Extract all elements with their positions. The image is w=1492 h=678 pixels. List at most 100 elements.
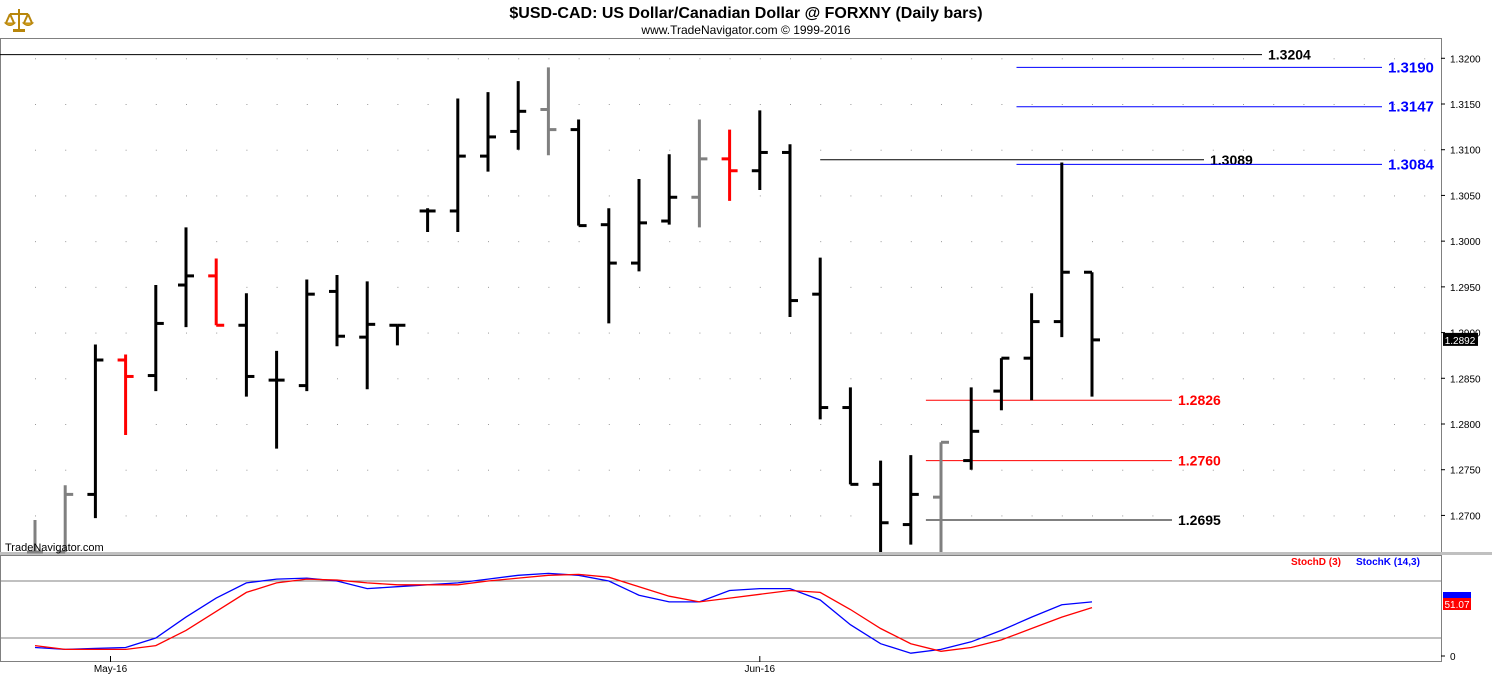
- ohlc-bar: [87, 344, 104, 519]
- grid-dot: [306, 58, 308, 60]
- grid-dot: [427, 378, 429, 380]
- chart-subtitle: www.TradeNavigator.com © 1999-2016: [640, 23, 850, 37]
- grid-dot: [488, 286, 489, 288]
- ohlc-bar: [27, 520, 43, 554]
- stoch-y-tick-0: 0: [1450, 652, 1456, 663]
- grid-dot: [457, 515, 459, 517]
- grid-dot: [669, 286, 671, 288]
- grid-dot: [850, 149, 852, 151]
- grid-dot: [790, 424, 791, 425]
- grid-dot: [155, 424, 157, 425]
- ohlc-bar: [117, 354, 134, 435]
- y-tick-label: 1.2950: [1450, 283, 1481, 294]
- grid-dot: [246, 286, 248, 288]
- grid-dot: [397, 104, 399, 105]
- grid-dot: [1001, 286, 1003, 288]
- grid-dot: [850, 195, 852, 197]
- price-y-axis: 1.32001.31501.31001.30501.30001.29501.29…: [1441, 54, 1481, 522]
- grid-dot: [35, 378, 36, 380]
- grid-dot: [1424, 424, 1426, 425]
- grid-dot: [276, 515, 278, 517]
- grid-dot: [971, 58, 973, 60]
- grid-dot: [608, 469, 610, 471]
- grid-dot: [1182, 515, 1184, 517]
- grid-dot: [759, 424, 761, 425]
- grid-dot: [1363, 332, 1365, 334]
- ohlc-bar: [993, 356, 1010, 411]
- level-label: 1.3190: [1388, 59, 1434, 76]
- grid-dot: [246, 149, 248, 151]
- grid-dot: [941, 332, 942, 334]
- grid-dot: [1001, 195, 1003, 197]
- grid-dot: [850, 58, 852, 60]
- grid-dot: [910, 241, 912, 243]
- grid-dot: [1001, 424, 1003, 425]
- grid-dot: [880, 424, 882, 425]
- ohlc-bar: [359, 281, 376, 390]
- ohlc-bar: [600, 208, 617, 324]
- x-tick-label: May-16: [94, 664, 128, 675]
- grid-dot: [850, 104, 852, 105]
- grid-dot: [1394, 378, 1395, 380]
- grid-dot: [971, 332, 973, 334]
- grid-dot: [699, 286, 701, 288]
- grid-dot: [216, 469, 218, 471]
- grid-dot: [1152, 515, 1154, 517]
- grid-dot: [639, 149, 640, 151]
- grid-dot: [35, 195, 36, 197]
- grid-dot: [488, 241, 489, 243]
- grid-dot: [306, 469, 308, 471]
- grid-dot: [790, 515, 791, 517]
- grid-dot: [427, 515, 429, 517]
- grid-dot: [125, 195, 127, 197]
- ohlc-bar: [1023, 293, 1040, 401]
- ohlc-bar: [178, 227, 194, 328]
- grid-dot: [1212, 424, 1214, 425]
- grid-dot: [397, 241, 399, 243]
- grid-dot: [941, 104, 942, 105]
- grid-dot: [880, 241, 882, 243]
- grid-dot: [1273, 469, 1275, 471]
- grid-dot: [186, 515, 187, 517]
- grid-dot: [578, 241, 580, 243]
- grid-dot: [397, 58, 399, 60]
- grid-dot: [337, 241, 338, 243]
- grid-dot: [850, 286, 852, 288]
- grid-dot: [1152, 104, 1154, 105]
- grid-dot: [276, 286, 278, 288]
- grid-dot: [216, 424, 218, 425]
- grid-dot: [125, 332, 127, 334]
- grid-dot: [1273, 104, 1275, 105]
- grid-dot: [941, 241, 942, 243]
- grid-dot: [1424, 241, 1426, 243]
- grid-dot: [216, 149, 218, 151]
- grid-dot: [65, 58, 67, 60]
- grid-dot: [669, 515, 671, 517]
- grid-dot: [95, 195, 97, 197]
- grid-dot: [1333, 378, 1335, 380]
- grid-dot: [488, 58, 489, 60]
- grid-dot: [35, 424, 36, 425]
- grid-dot: [669, 332, 671, 334]
- grid-dot: [1243, 149, 1244, 151]
- grid-dot: [1303, 469, 1305, 471]
- date-axis: May-16 Jun-16: [94, 656, 776, 675]
- grid-dot: [246, 58, 248, 60]
- ohlc-bar: [389, 323, 406, 346]
- grid-dot: [427, 195, 429, 197]
- grid-dot: [639, 515, 640, 517]
- grid-dot: [971, 286, 973, 288]
- grid-dot: [1273, 195, 1275, 197]
- grid-dot: [397, 286, 399, 288]
- grid-dot: [155, 515, 157, 517]
- grid-dot: [729, 241, 731, 243]
- level-label: 1.2826: [1178, 392, 1221, 408]
- grid-dot: [276, 58, 278, 60]
- grid-dot: [669, 424, 671, 425]
- grid-dot: [608, 332, 610, 334]
- grid-dot: [1152, 424, 1154, 425]
- grid-dot: [1333, 332, 1335, 334]
- grid-dot: [1061, 149, 1063, 151]
- grid-dot: [1182, 241, 1184, 243]
